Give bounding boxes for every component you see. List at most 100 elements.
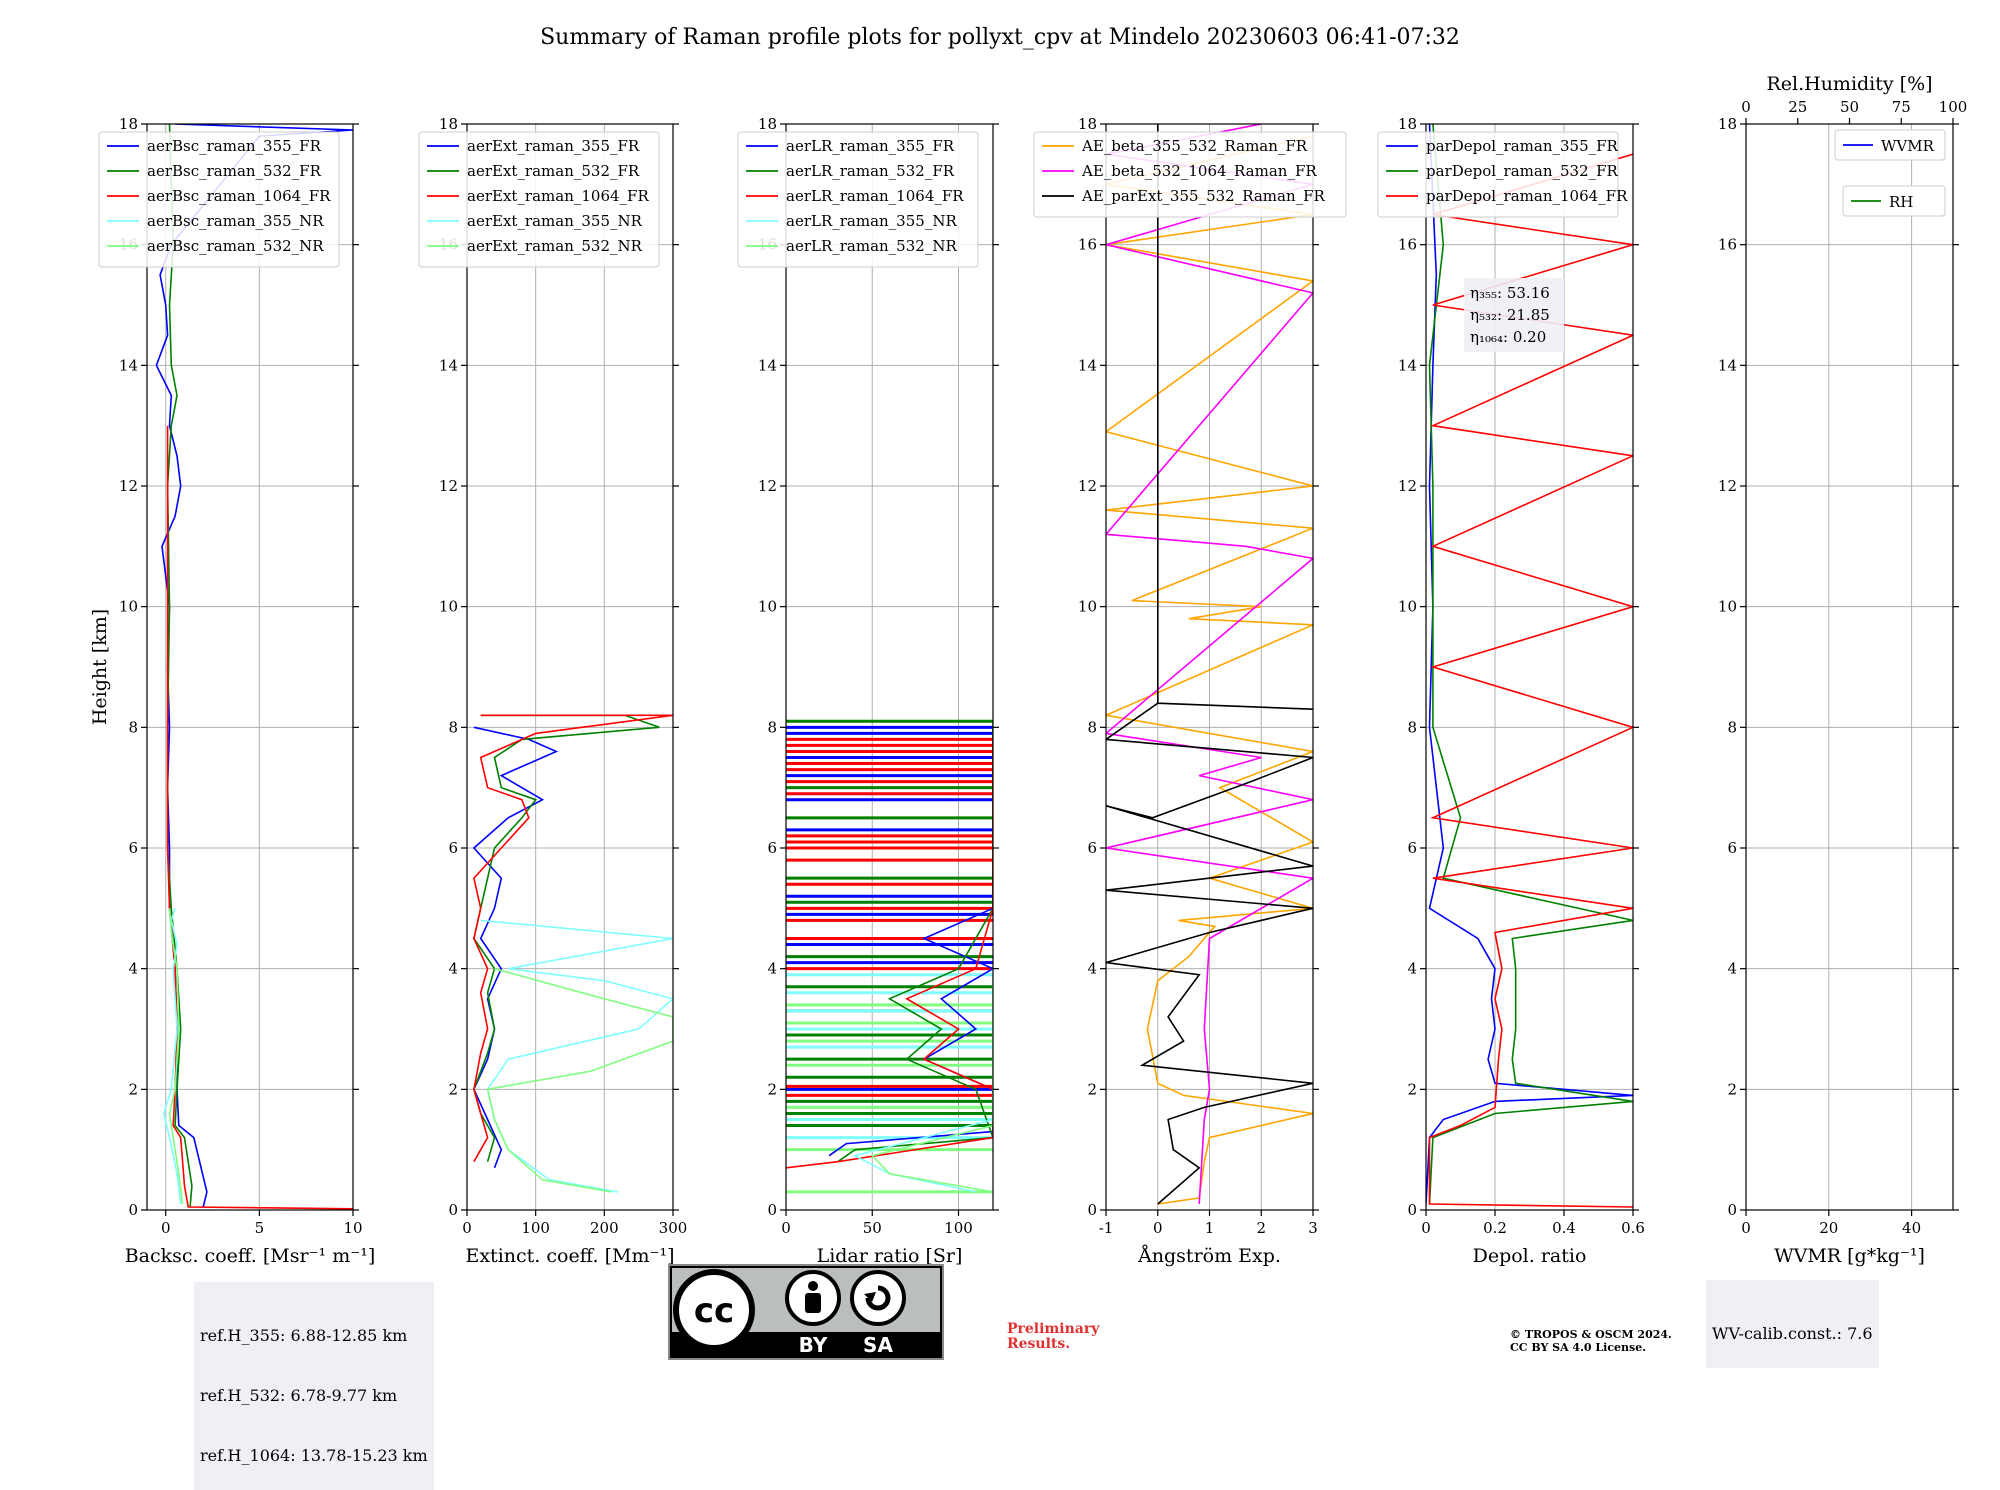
- x-tick-label: 3: [1308, 1219, 1318, 1237]
- plot-area: [1106, 124, 1313, 1205]
- legend-box: [1033, 131, 1347, 218]
- legend-label: aerBsc_raman_532_NR: [147, 237, 324, 255]
- y-tick-label: 6: [1087, 839, 1097, 857]
- y-tick-label: 2: [128, 1080, 138, 1098]
- y-tick-label: 8: [1407, 718, 1417, 736]
- y-tick-label: 4: [1087, 960, 1097, 978]
- panels: 0246810121416180510Backsc. coeff. [Msr⁻¹…: [89, 73, 1967, 1267]
- top-x-tick-label: 25: [1788, 98, 1807, 116]
- y-tick-label: 8: [128, 718, 138, 736]
- y-tick-label: 0: [1407, 1201, 1417, 1219]
- legend-label: parDepol_raman_1064_FR: [1426, 187, 1628, 205]
- axes-frame: [466, 123, 674, 1211]
- y-tick-label: 8: [448, 718, 458, 736]
- legend-label: aerBsc_raman_355_FR: [147, 137, 322, 155]
- series-line-parDepol_raman_532_FR: [1428, 124, 1633, 1205]
- y-tick-label: 14: [1078, 356, 1097, 374]
- legend-label: aerLR_raman_1064_FR: [786, 187, 964, 205]
- legend-label: aerExt_raman_355_NR: [467, 212, 643, 230]
- top-x-axis-label: Rel.Humidity [%]: [1766, 73, 1932, 95]
- y-tick-label: 10: [1078, 598, 1097, 616]
- eta-annotation-line: η₅₃₂: 21.85: [1470, 306, 1550, 324]
- legend: aerBsc_raman_355_FR aerBsc_raman_532_FRae…: [98, 131, 340, 268]
- plot-area: [786, 719, 993, 1194]
- y-tick-label: 0: [128, 1201, 138, 1219]
- y-tick-label: 2: [1087, 1080, 1097, 1098]
- figure-title: Summary of Raman profile plots for polly…: [540, 25, 1460, 50]
- x-tick-label: 200: [590, 1219, 619, 1237]
- legend-label: aerExt_raman_532_NR: [467, 237, 643, 255]
- legend-label: aerBsc_raman_1064_FR: [147, 187, 331, 205]
- legend-label: aerBsc_raman_532_FR: [147, 162, 322, 180]
- legend-entry: RH: [1842, 185, 1946, 217]
- y-tick-label: 10: [119, 598, 138, 616]
- plot-area: [1426, 124, 1633, 1208]
- x-axis-label: Depol. ratio: [1473, 1245, 1587, 1267]
- x-tick-label: 0.2: [1483, 1219, 1507, 1237]
- y-tick-label: 10: [1398, 598, 1417, 616]
- legend: aerExt_raman_355_FR aerExt_raman_532_FRae…: [418, 131, 660, 268]
- y-tick-label: 10: [758, 598, 777, 616]
- plot-area: [155, 124, 353, 1210]
- y-tick-label: 12: [1078, 477, 1097, 495]
- y-tick-label: 18: [758, 115, 777, 133]
- legend-label: aerLR_raman_355_NR: [786, 212, 957, 230]
- y-tick-label: 16: [1718, 236, 1737, 254]
- legend-box: [1377, 131, 1619, 218]
- x-tick-label: 0: [161, 1219, 171, 1237]
- axes-frame: [785, 123, 994, 1211]
- y-tick-label: 4: [1727, 960, 1737, 978]
- x-tick-label: 0.6: [1621, 1219, 1645, 1237]
- x-tick-label: 5: [255, 1219, 265, 1237]
- y-tick-label: 2: [448, 1080, 458, 1098]
- y-tick-label: 8: [1087, 718, 1097, 736]
- legend-box: [1834, 129, 1946, 161]
- legend-label: aerLR_raman_532_NR: [786, 237, 957, 255]
- y-tick-label: 0: [448, 1201, 458, 1219]
- x-tick-label: 0.4: [1552, 1219, 1576, 1237]
- preliminary-note: Preliminary Results.: [1007, 1322, 1099, 1352]
- x-tick-label: 50: [863, 1219, 882, 1237]
- x-axis-label: Ångström Exp.: [1137, 1245, 1281, 1267]
- y-tick-label: 12: [439, 477, 458, 495]
- y-tick-label: 8: [767, 718, 777, 736]
- legend: aerLR_raman_355_FR aerLR_raman_532_FR aerL…: [737, 131, 979, 268]
- y-tick-label: 4: [128, 960, 138, 978]
- legend-entry: WVMR: [1834, 129, 1946, 161]
- panel-3: 024681012141618050100Lidar ratio [Sr]aer…: [737, 115, 999, 1267]
- y-tick-label: 12: [1718, 477, 1737, 495]
- y-tick-label: 2: [767, 1080, 777, 1098]
- legend-label: parDepol_raman_532_FR: [1426, 162, 1619, 180]
- x-tick-label: 0: [1741, 1219, 1751, 1237]
- x-tick-label: 1: [1205, 1219, 1215, 1237]
- top-x-tick-label: 0: [1741, 98, 1751, 116]
- legend-label: AE_beta_532_1064_Raman_FR: [1081, 162, 1317, 180]
- cc-logo-icon: [673, 1269, 755, 1351]
- y-tick-label: 14: [1398, 356, 1417, 374]
- x-tick-label: 20: [1819, 1219, 1838, 1237]
- x-tick-label: 2: [1256, 1219, 1266, 1237]
- legend-label: aerBsc_raman_355_NR: [147, 212, 324, 230]
- y-tick-label: 12: [758, 477, 777, 495]
- ref-height-1064: ref.H_1064: 13.78-15.23 km: [200, 1446, 428, 1465]
- series-line-aerLR_raman_532_NR: [870, 980, 993, 1193]
- y-tick-label: 14: [119, 356, 138, 374]
- series-line-aerLR_raman_532_FR: [837, 721, 993, 1163]
- preliminary-line-1: Preliminary: [1007, 1321, 1100, 1337]
- plot-area: [472, 714, 673, 1193]
- eta-annotation-line: η₁₀₆₄: 0.20: [1470, 328, 1546, 346]
- x-tick-label: -1: [1099, 1219, 1114, 1237]
- ref-height-355: ref.H_355: 6.88-12.85 km: [200, 1326, 408, 1345]
- top-x-tick-label: 75: [1892, 98, 1911, 116]
- y-tick-label: 12: [1398, 477, 1417, 495]
- legend-label: aerExt_raman_355_FR: [467, 137, 640, 155]
- y-tick-label: 14: [758, 356, 777, 374]
- x-axis-label: WVMR [g*kg⁻¹]: [1774, 1245, 1925, 1267]
- x-tick-label: 0: [1421, 1219, 1431, 1237]
- x-axis-label: Extinct. coeff. [Mm⁻¹]: [465, 1245, 674, 1267]
- x-axis-label: Backsc. coeff. [Msr⁻¹ m⁻¹]: [125, 1245, 376, 1267]
- legend-label: aerLR_raman_532_FR: [786, 162, 955, 180]
- ref-height-532: ref.H_532: 6.78-9.77 km: [200, 1386, 398, 1405]
- legend-label: AE_parExt_355_532_Raman_FR: [1081, 187, 1326, 205]
